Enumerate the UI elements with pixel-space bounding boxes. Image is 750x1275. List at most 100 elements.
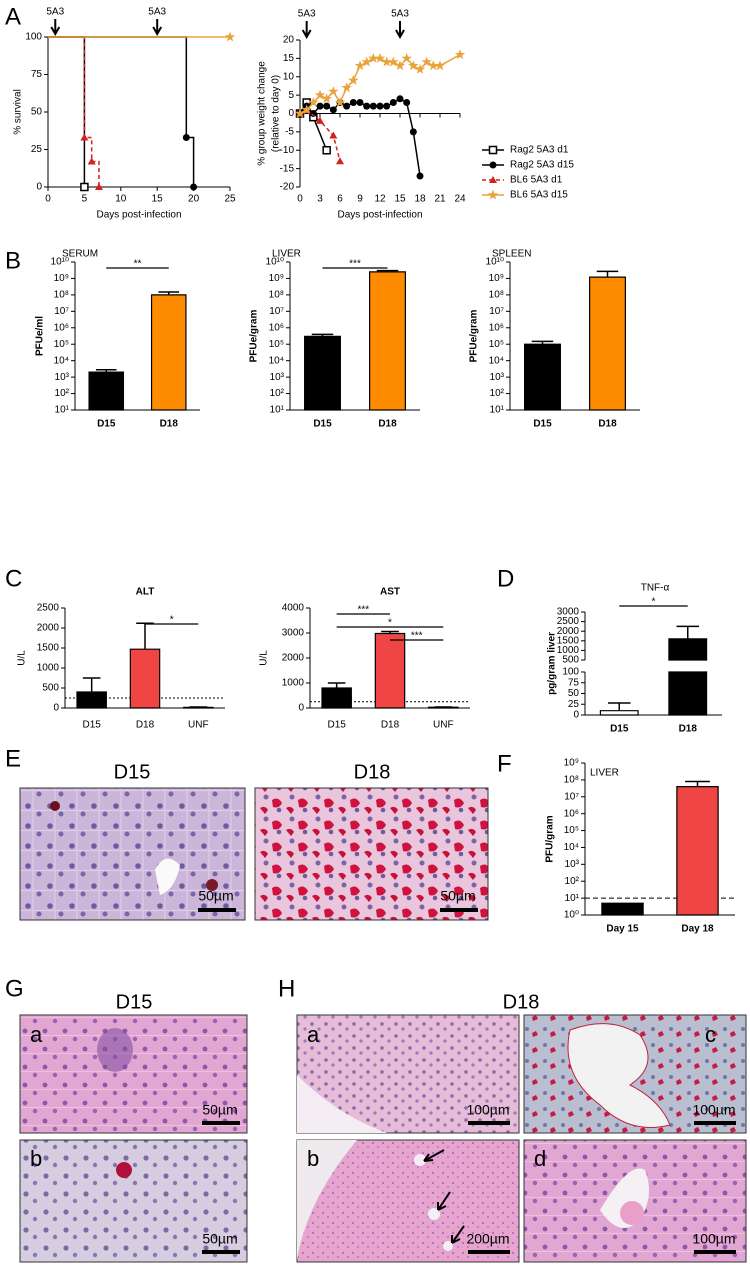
marker (383, 102, 391, 110)
scale-label: 100µm (692, 1102, 735, 1118)
y-tick-label: 2000 (37, 623, 60, 634)
y-axis-label: PFUe/gram (469, 309, 480, 362)
y-axis-label: % group weight change (257, 61, 268, 166)
micrograph (19, 1139, 248, 1263)
y-tick-label: 20 (283, 35, 295, 46)
y-tick-label: 10⁹ (269, 273, 284, 284)
marker (363, 102, 371, 110)
chart-title: TNF-α (641, 583, 670, 594)
annotation: 5A3 (148, 7, 166, 18)
significance-label: * (388, 618, 392, 629)
marker (87, 157, 96, 165)
bar (304, 335, 341, 411)
marker (301, 104, 312, 115)
y-tick-label: 10⁶ (489, 322, 504, 333)
marker (488, 145, 498, 155)
marker (294, 108, 306, 118)
y-tick-label: 10³ (55, 372, 70, 383)
panel-label: C (5, 565, 22, 592)
y-tick-label: 2000 (557, 626, 580, 637)
annotation-arrow (50, 19, 61, 37)
y-tick-label: 2500 (37, 603, 60, 614)
y-tick-label: 500 (42, 683, 59, 694)
y-tick-label: 10³ (270, 372, 285, 383)
subpanel-label: a (307, 1022, 320, 1047)
y-axis-label: PFU/gram (545, 815, 556, 862)
x-tick-label: D18 (160, 419, 179, 430)
bar (76, 691, 107, 709)
legend-label: BL6 5A3 d15 (510, 190, 568, 201)
image-title: D18 (354, 761, 391, 783)
vessel (155, 858, 180, 895)
bar (321, 687, 352, 709)
annotation-arrow (395, 21, 405, 40)
lesion (443, 1241, 453, 1251)
marker (314, 89, 326, 100)
panel-label: D (497, 565, 514, 592)
y-tick-label: 10⁵ (564, 825, 579, 836)
error-bar (685, 780, 710, 787)
scale-bar (440, 908, 478, 912)
error-bar (676, 625, 700, 639)
y-tick-label: 10⁵ (269, 339, 284, 350)
x-axis-label: Days post-infection (337, 210, 422, 221)
marker (80, 182, 89, 192)
marker (408, 60, 419, 71)
y-tick-label: 2500 (557, 616, 580, 627)
bar (601, 902, 644, 916)
y-tick-label: 10⁰ (564, 910, 579, 921)
marker (381, 56, 392, 67)
marker (369, 102, 377, 110)
x-tick-label: D18 (598, 419, 617, 430)
y-tick-label: -15 (280, 163, 295, 174)
scale-bar (468, 1250, 510, 1254)
image-title: D15 (116, 991, 153, 1013)
y-tick-label: 0 (573, 710, 579, 721)
marker (489, 176, 497, 183)
marker (354, 60, 366, 71)
marker (376, 102, 384, 110)
y-tick-label: 0 (53, 703, 59, 714)
significance-label: ** (134, 259, 142, 270)
subpanel-label: a (30, 1022, 43, 1047)
y-tick-label: 10³ (490, 372, 505, 383)
x-tick-label: 15 (152, 194, 164, 205)
bar (589, 276, 626, 411)
y-tick-label: 10² (490, 388, 505, 399)
x-tick-label: 25 (224, 194, 236, 205)
y-tick-label: 10⁷ (564, 791, 579, 802)
y-tick-label: 3000 (282, 628, 305, 639)
x-tick-label: Day 18 (681, 924, 714, 935)
y-tick-label: 10⁶ (54, 322, 69, 333)
y-tick-label: 10⁴ (269, 355, 284, 366)
scale-bar (694, 1250, 736, 1254)
marker (361, 56, 372, 67)
marker (334, 97, 346, 107)
y-tick-label: 1000 (557, 645, 580, 656)
scale-label: 100µm (466, 1102, 509, 1118)
background (297, 1075, 387, 1133)
significance-label: *** (357, 605, 369, 616)
x-tick-label: D18 (679, 724, 698, 735)
y-axis-label: PFUe/ml (35, 316, 46, 356)
y-tick-label: 25 (568, 699, 580, 710)
marker (308, 97, 319, 107)
significance-label: *** (349, 259, 361, 270)
error-bar (376, 269, 399, 272)
y-tick-label: 10² (55, 388, 70, 399)
lesion (414, 1154, 426, 1166)
bar (369, 271, 406, 411)
significance-label: *** (411, 631, 423, 642)
marker (389, 98, 397, 106)
y-tick-label: 50 (568, 688, 580, 699)
y-tick-label: 10³ (565, 859, 580, 870)
significance-label: * (652, 597, 656, 608)
y-tick-label: 10⁸ (269, 290, 284, 301)
micrograph (19, 1014, 248, 1134)
marker (421, 56, 432, 67)
y-tick-label: 5 (288, 90, 294, 101)
vessel (567, 1023, 671, 1128)
x-tick-label: D15 (327, 720, 346, 731)
y-tick-label: 10¹⁰ (51, 257, 69, 268)
x-tick-label: 3 (317, 194, 323, 205)
